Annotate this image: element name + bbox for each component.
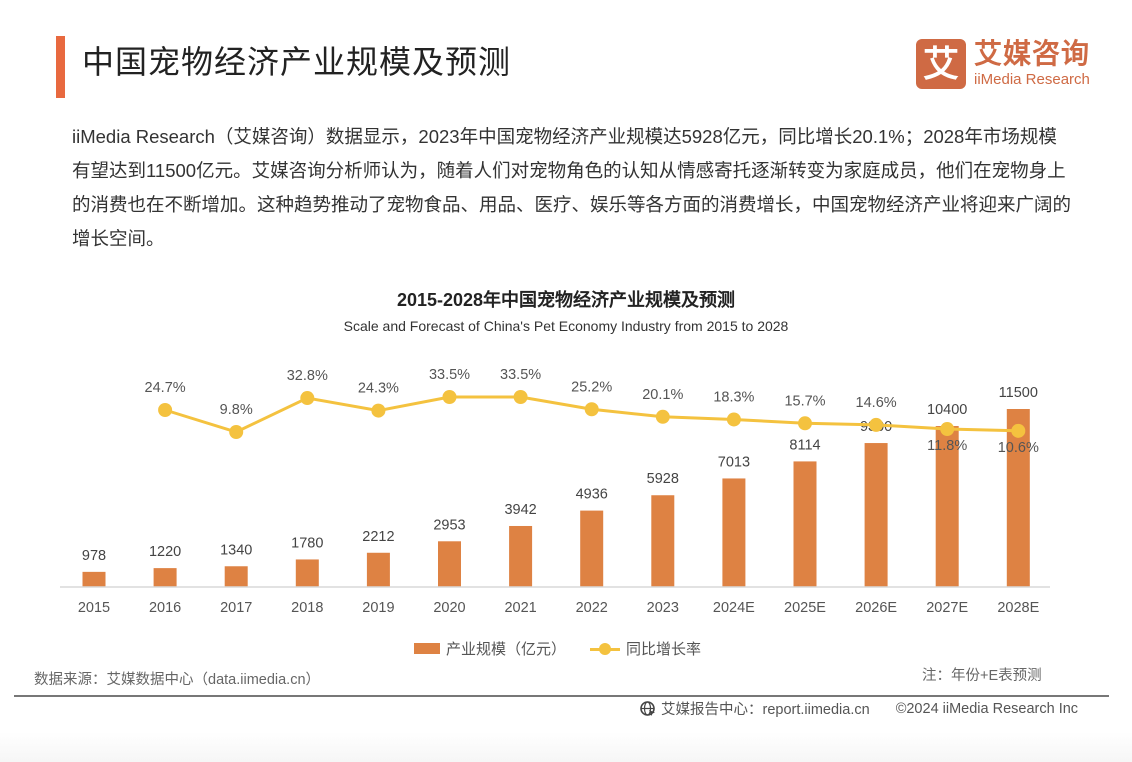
growth-value-label: 15.7% [784, 393, 825, 409]
growth-value-label: 32.8% [287, 368, 328, 384]
brand-logo: 艾 艾媒咨询 iiMedia Research [916, 38, 1096, 91]
x-tick-label: 2016 [149, 600, 181, 616]
bar-value-label: 10400 [927, 402, 967, 418]
chart-legend: 产业规模（亿元） 同比增长率 [414, 638, 725, 659]
legend-item-growth: 同比增长率 [590, 638, 701, 659]
growth-value-label: 33.5% [500, 367, 541, 383]
bar-value-label: 2212 [362, 529, 394, 545]
logo-mark-icon: 艾 [916, 39, 966, 89]
legend-item-scale: 产业规模（亿元） [414, 638, 566, 659]
footer: 艾媒报告中心：report.iimedia.cn ©2024 iiMedia R… [640, 698, 1078, 719]
data-source: 数据来源：艾媒数据中心（data.iimedia.cn） [34, 672, 321, 688]
growth-point-2022 [584, 402, 599, 417]
bar-value-label: 978 [82, 548, 106, 564]
growth-value-label: 24.3% [358, 381, 399, 397]
x-tick-label: 2018 [291, 600, 323, 616]
growth-point-2021 [513, 390, 528, 404]
footer-divider [14, 695, 1109, 697]
bar-2027E [935, 426, 959, 587]
x-tick-label: 2027E [926, 600, 968, 616]
x-tick-label: 2028E [997, 600, 1039, 616]
x-tick-label: 2025E [784, 600, 826, 616]
bar-data-labels: 978 1220 1340 1780 2212 2953 3942 4936 5928 7013 8… [82, 385, 1038, 564]
bar-value-label: 1340 [220, 542, 252, 558]
bar-2017 [224, 566, 248, 587]
growth-value-label: 9.8% [220, 402, 253, 418]
growth-line-layer [158, 390, 1026, 439]
legend-label-scale: 产业规模（亿元） [446, 641, 567, 658]
x-tick-label: 2019 [362, 600, 394, 616]
bar-2026E [864, 443, 888, 587]
globe-icon [640, 700, 655, 716]
chart-subtitle: Scale and Forecast of China's Pet Econom… [343, 318, 789, 334]
growth-value-label: 24.7% [145, 380, 186, 396]
legend-line-swatch-icon [590, 642, 621, 656]
growth-point-2027E [940, 422, 955, 437]
x-tick-labels: 2015 2016 2017 2018 2019 2020 2021 2022 2023 2024… [78, 600, 1040, 616]
growth-value-label: 18.3% [713, 389, 754, 405]
x-tick-label: 2026E [855, 600, 897, 616]
growth-value-label: 14.6% [856, 395, 897, 411]
growth-point-2019 [371, 403, 386, 418]
bar-2022 [580, 510, 604, 587]
x-tick-label: 2020 [433, 600, 465, 616]
bar-2018 [295, 559, 319, 587]
x-tick-label: 2017 [220, 600, 252, 616]
x-tick-label: 2015 [78, 600, 110, 616]
growth-point-2028E [1011, 423, 1026, 438]
growth-value-label: 33.5% [429, 367, 470, 383]
bar-2015 [82, 571, 106, 587]
legend-bar-swatch-icon [414, 643, 440, 654]
bar-value-label: 8114 [789, 437, 820, 453]
bar-value-label: 3942 [504, 502, 536, 518]
logo-chinese-name: 艾媒咨询 [974, 38, 1091, 69]
bars-layer [82, 409, 1030, 587]
growth-point-2020 [442, 390, 457, 404]
growth-value-label: 20.1% [642, 387, 683, 403]
page-bottom-fade [0, 732, 1132, 762]
intro-paragraph: iiMedia Research（艾媒咨询）数据显示，2023年中国宠物经济产业… [72, 126, 1072, 249]
x-tick-label: 2024E [713, 600, 755, 616]
bar-value-label: 7013 [718, 454, 750, 470]
logo-english-name: iiMedia Research [974, 71, 1090, 88]
growth-data-labels: 24.7% 9.8% 32.8% 24.3% 33.5% 33.5% 25.2% 20.1% 1… [145, 367, 1039, 456]
x-tick-label: 2021 [504, 600, 536, 616]
x-tick-label: 2022 [576, 600, 608, 616]
forecast-note: 注：年份+E表预测 [922, 668, 1042, 684]
growth-point-2026E [869, 417, 884, 432]
title-accent-bar [56, 36, 65, 98]
bar-value-label: 2953 [433, 517, 465, 533]
copyright: ©2024 iiMedia Research Inc [895, 700, 1079, 717]
growth-point-2024E [726, 412, 741, 427]
page-title: 中国宠物经济产业规模及预测 [82, 44, 512, 80]
bar-value-label: 1780 [291, 535, 323, 551]
growth-value-label: 10.6% [998, 440, 1039, 456]
growth-point-2025E [798, 416, 812, 431]
bar-2020 [438, 541, 461, 587]
bar-value-label: 4936 [576, 487, 608, 503]
bar-2021 [509, 525, 533, 587]
bar-2023 [651, 495, 675, 587]
growth-value-label: 25.2% [571, 379, 612, 395]
report-center-link[interactable]: 艾媒报告中心：report.iimedia.cn [661, 702, 870, 718]
bar-value-label: 5928 [647, 471, 679, 487]
growth-point-2018 [300, 391, 315, 406]
legend-label-growth: 同比增长率 [626, 641, 702, 658]
bar-2016 [153, 568, 177, 587]
chart-title: 2015-2028年中国宠物经济产业规模及预测 [396, 290, 736, 310]
bar-2025E [793, 461, 817, 587]
growth-point-2023 [655, 409, 670, 424]
bar-2028E [1006, 409, 1030, 587]
growth-point-2017 [229, 425, 244, 439]
bar-value-label: 1220 [149, 544, 181, 560]
bar-2019 [366, 552, 390, 587]
growth-value-label: 11.8% [927, 438, 967, 454]
bar-value-label: 11500 [999, 385, 1038, 401]
growth-point-2016 [158, 402, 173, 417]
bar-2024E [722, 478, 746, 587]
x-tick-label: 2023 [647, 600, 679, 616]
